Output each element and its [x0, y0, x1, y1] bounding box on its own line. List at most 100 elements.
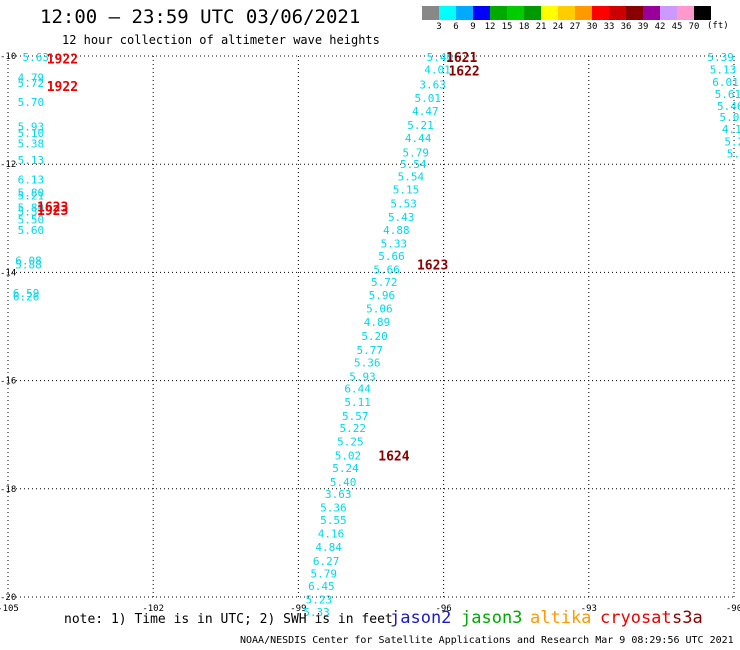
wave-height-value: 5.33 [381, 238, 408, 251]
wave-height-value: 6.59 [13, 287, 40, 300]
wave-height-value: 5.66 [373, 264, 400, 277]
wave-height-value: 5.89 [18, 201, 45, 214]
observation-time-label: 1621 [446, 51, 477, 66]
wave-height-value: 5.46 [717, 100, 740, 113]
wave-height-value: 5.02 [335, 449, 362, 462]
legend-swatch [558, 6, 575, 20]
wave-height-value: 4.16 [318, 528, 345, 541]
legend-label: 36 [620, 22, 632, 32]
wave-height-value: 5.70 [18, 96, 45, 109]
wave-height-value: 6.08 [15, 254, 42, 267]
legend-label: 24 [552, 22, 564, 32]
satellite-name: altika [530, 608, 592, 628]
observation-time-label: 1624 [378, 449, 409, 464]
observation-time-label: 1922 [47, 53, 78, 68]
legend-swatch [694, 6, 711, 20]
wave-height-value: 5.43 [388, 211, 415, 224]
wave-height-value: 4.88 [383, 224, 410, 237]
satellite-name: s3a [672, 608, 703, 628]
wave-height-value: 5.60 [18, 224, 45, 237]
satellite-name: jason2 [390, 608, 452, 628]
wave-height-value: 5.93 [349, 370, 376, 383]
wave-height-value: 5.77 [356, 344, 383, 357]
wave-height-value: 5.24 [332, 462, 359, 475]
lon-tick-label: -93 [581, 604, 597, 614]
wave-height-value: 5.13 [18, 154, 45, 167]
footnote: note: 1) Time is in UTC; 2) SWH is in fe… [64, 612, 393, 627]
legend-label: 33 [603, 22, 615, 32]
wave-height-value: 5.20 [361, 330, 388, 343]
wave-height-value: 4.84 [315, 541, 342, 554]
credit-line: NOAA/NESDIS Center for Satellite Applica… [240, 635, 734, 646]
lon-tick-label: -90 [726, 604, 740, 614]
legend-label: 42 [654, 22, 666, 32]
wave-height-value: 5.93 [18, 120, 45, 133]
wave-height-value: 4.01 [424, 64, 451, 77]
lon-tick-label: -99 [290, 604, 306, 614]
wave-height-value: 5.15 [393, 184, 420, 197]
legend-label: 6 [453, 22, 459, 32]
lon-tick-label: -105 [0, 604, 19, 614]
lat-tick-label: -12 [0, 160, 16, 170]
wave-height-value: 5.21 [407, 119, 434, 132]
wave-height-value: 6.44 [344, 383, 371, 396]
legend-swatch [626, 6, 643, 20]
legend-swatch [541, 6, 558, 20]
legend-label: 30 [586, 22, 598, 32]
legend-swatch [643, 6, 660, 20]
legend-label: 3 [436, 22, 442, 32]
legend-swatch [592, 6, 609, 20]
wave-height-value: 5.54 [398, 171, 425, 184]
wave-height-value: 5.57 [342, 410, 369, 423]
wave-height-value: 5.63 [23, 51, 50, 64]
legend-swatch [524, 6, 541, 20]
wave-height-value: 5.33 [303, 606, 330, 619]
legend-label: 45 [671, 22, 683, 32]
wave-height-value: 5.32 [18, 205, 45, 218]
wave-height-value: 5.13 [710, 64, 737, 77]
satellite-name: cryosat [600, 608, 672, 628]
wave-height-value: 5.10 [18, 127, 45, 140]
wave-height-value: 5.79 [402, 146, 429, 159]
wave-height-value: 5.72 [371, 276, 398, 289]
wave-height-value: 5.25 [337, 436, 364, 449]
legend-swatch [473, 6, 490, 20]
wave-height-value: 5.11 [344, 396, 371, 409]
wave-height-value: 5.96 [369, 289, 396, 302]
legend-label: 12 [484, 22, 496, 32]
wave-height-value: 6.01 [712, 76, 739, 89]
wave-height-value: 5.53 [390, 198, 417, 211]
wave-height-value: 4.44 [405, 132, 432, 145]
legend-swatch [677, 6, 694, 20]
wave-height-value: 6.45 [308, 580, 335, 593]
wave-height-value: 5.2 [724, 135, 740, 148]
wave-height-value: 5.39 [707, 51, 734, 64]
observation-time-label: 1623 [37, 200, 68, 215]
lat-tick-label: -10 [0, 52, 16, 62]
lon-tick-label: -96 [435, 604, 451, 614]
wave-height-value: 5.50 [18, 213, 45, 226]
observation-time-label: 1623 [417, 258, 448, 273]
wave-height-value: 3.63 [325, 488, 352, 501]
lon-tick-label: -102 [142, 604, 164, 614]
wave-height-value: 6.27 [313, 555, 340, 568]
legend-swatch [456, 6, 473, 20]
wave-height-value: 5.40 [330, 476, 357, 489]
legend-units: (ft) [707, 21, 729, 31]
wave-height-value: 5.0 [719, 111, 739, 124]
wave-height-value: 5.72 [18, 77, 45, 90]
legend-swatch [575, 6, 592, 20]
legend-swatch [439, 6, 456, 20]
chart-title: 12:00 – 23:59 UTC 03/06/2021 [40, 6, 361, 28]
observation-time-label: 1922 [47, 80, 78, 95]
wave-height-value: 4.47 [412, 105, 439, 118]
legend-label: 27 [569, 22, 581, 32]
satellite-name: jason3 [461, 608, 523, 628]
wave-height-value: 5.55 [320, 514, 347, 527]
legend-swatch [609, 6, 626, 20]
legend-label: 70 [688, 22, 700, 32]
wave-height-value: 6.26 [13, 291, 40, 304]
lat-tick-label: -16 [0, 377, 16, 387]
observation-time-label: 1923 [37, 204, 68, 219]
